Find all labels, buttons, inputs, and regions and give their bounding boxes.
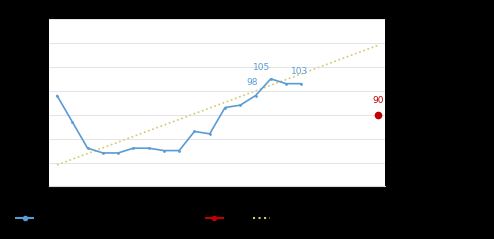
Text: 98: 98 [247,78,258,87]
Text: 90: 90 [372,96,383,105]
Text: 103: 103 [291,67,308,76]
Text: 105: 105 [253,63,270,72]
Legend: Custo unitário do trabalho na indústria, Meta, Tendência linear das 3 últimas
ob: Custo unitário do trabalho na indústria,… [13,204,405,231]
